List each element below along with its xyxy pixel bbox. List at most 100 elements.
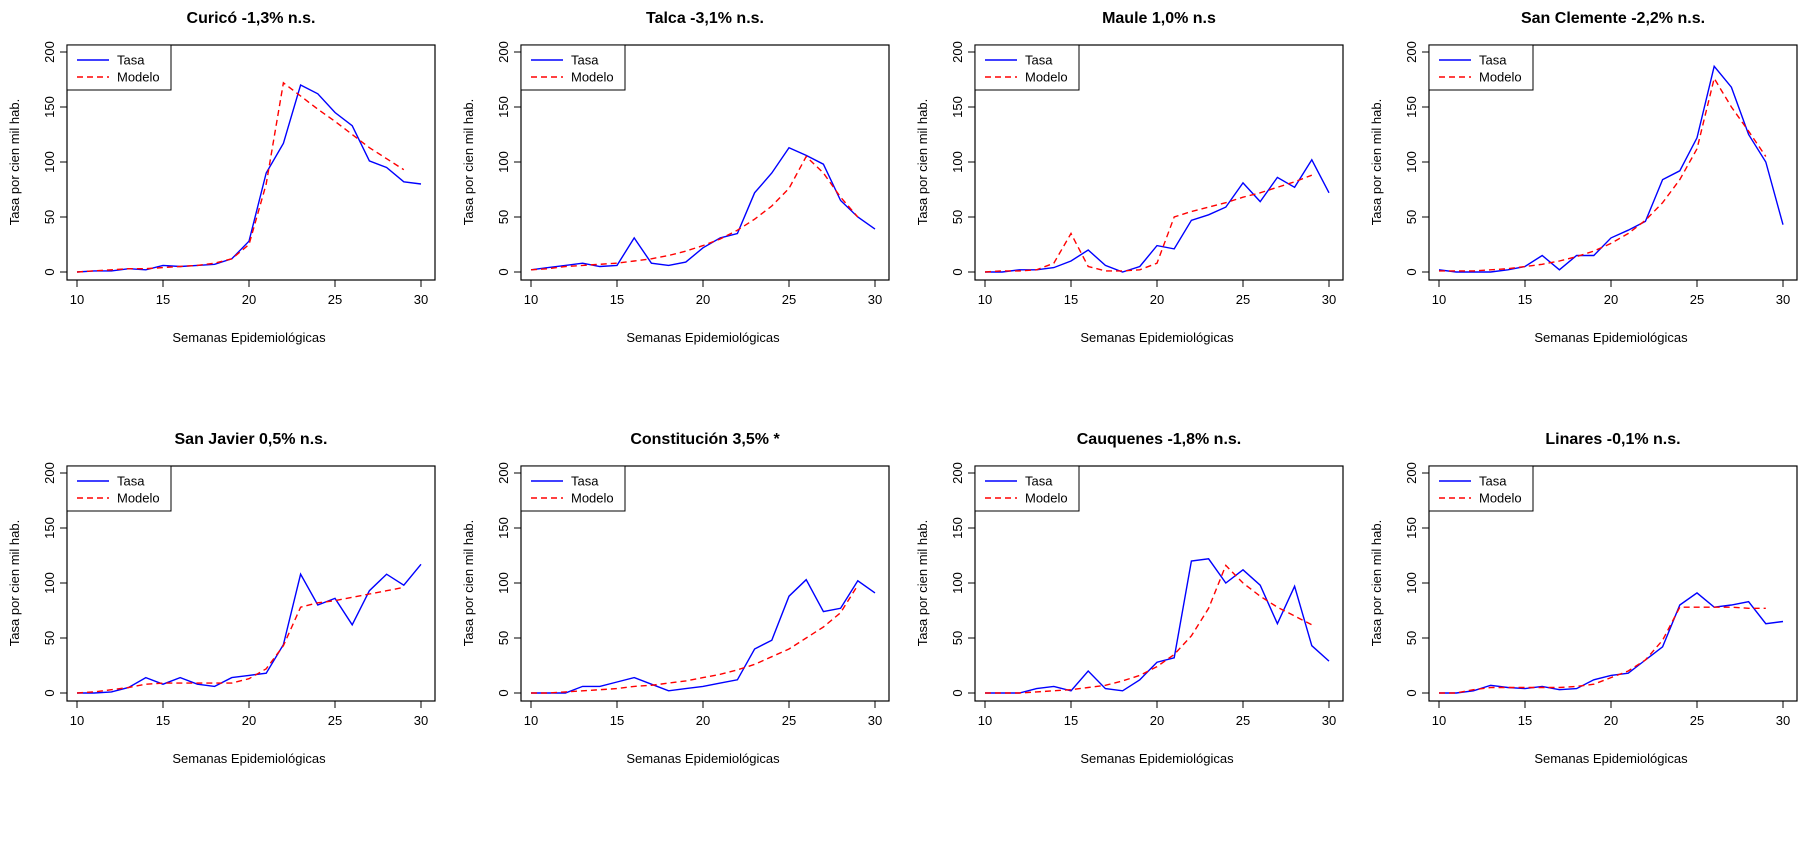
x-tick-label: 20 — [242, 713, 256, 728]
legend-label-tasa: Tasa — [1479, 53, 1507, 68]
x-tick-label: 25 — [782, 713, 796, 728]
legend-label-modelo: Modelo — [1025, 491, 1068, 506]
y-tick-label: 50 — [496, 631, 511, 645]
y-axis-label: Tasa por cien mil hab. — [915, 99, 930, 225]
chart-panel-1: Curicó -1,3% n.s. 10 15 20 25 30 0 50 100 150 200 S… — [7, 10, 436, 345]
series-line-modelo — [1439, 76, 1767, 272]
y-tick-label: 100 — [950, 572, 965, 594]
x-axis-label: Semanas Epidemiológicas — [172, 330, 326, 345]
y-tick-label: 100 — [496, 572, 511, 594]
series-line-tasa — [76, 83, 422, 273]
y-tick-label: 0 — [42, 268, 57, 275]
x-tick-label: 30 — [868, 713, 882, 728]
chart-title: Linares -0,1% n.s. — [1545, 431, 1680, 448]
legend-box — [974, 465, 1080, 512]
x-axis: 10 15 20 25 30 — [1432, 700, 1790, 728]
y-tick-label: 0 — [1404, 689, 1419, 696]
x-tick-label: 20 — [1604, 713, 1618, 728]
x-tick-label: 10 — [1432, 292, 1446, 307]
chart-title: Curicó -1,3% n.s. — [187, 10, 316, 27]
x-axis: 10 15 20 25 30 — [70, 700, 428, 728]
y-axis: 0 50 100 150 200 — [950, 462, 976, 697]
x-tick-label: 30 — [1322, 713, 1336, 728]
x-tick-label: 30 — [868, 292, 882, 307]
legend-label-tasa: Tasa — [117, 53, 145, 68]
x-axis: 10 15 20 25 30 — [978, 700, 1336, 728]
legend: Tasa Modelo — [520, 465, 626, 512]
series-line-tasa — [530, 146, 876, 271]
chart-panel-5: San Javier 0,5% n.s. 10 15 20 25 30 0 50 100 150 2… — [7, 431, 436, 766]
x-tick-label: 30 — [1322, 292, 1336, 307]
y-tick-label: 150 — [42, 517, 57, 539]
x-tick-label: 25 — [328, 713, 342, 728]
y-tick-label: 50 — [950, 631, 965, 645]
x-tick-label: 25 — [1236, 713, 1250, 728]
legend: Tasa Modelo — [66, 44, 172, 91]
x-tick-label: 25 — [328, 292, 342, 307]
legend-box — [974, 44, 1080, 91]
x-axis-label: Semanas Epidemiológicas — [1080, 330, 1234, 345]
y-tick-label: 0 — [1404, 268, 1419, 275]
legend-box — [520, 44, 626, 91]
chart-title: San Javier 0,5% n.s. — [175, 431, 328, 448]
legend: Tasa Modelo — [520, 44, 626, 91]
y-tick-label: 150 — [42, 96, 57, 118]
x-tick-label: 10 — [524, 713, 538, 728]
y-tick-label: 100 — [1404, 151, 1419, 173]
x-tick-label: 20 — [1150, 292, 1164, 307]
y-tick-label: 200 — [42, 462, 57, 484]
y-tick-label: 100 — [496, 151, 511, 173]
x-tick-label: 25 — [782, 292, 796, 307]
legend-box — [66, 465, 172, 512]
legend: Tasa Modelo — [1428, 44, 1534, 91]
legend-box — [1428, 465, 1534, 512]
x-tick-label: 20 — [242, 292, 256, 307]
x-tick-label: 15 — [610, 713, 624, 728]
y-tick-label: 150 — [1404, 96, 1419, 118]
x-tick-label: 10 — [1432, 713, 1446, 728]
legend-label-modelo: Modelo — [1025, 70, 1068, 85]
legend: Tasa Modelo — [974, 465, 1080, 512]
x-tick-label: 10 — [978, 713, 992, 728]
x-axis: 10 15 20 25 30 — [1432, 279, 1790, 307]
x-tick-label: 30 — [414, 292, 428, 307]
x-tick-label: 10 — [70, 292, 84, 307]
series-line-tasa — [1438, 64, 1784, 273]
y-tick-label: 50 — [42, 631, 57, 645]
legend-label-tasa: Tasa — [1025, 474, 1053, 489]
chart-panel-3: Maule 1,0% n.s 10 15 20 25 30 0 50 100 150 200 Sema… — [915, 10, 1344, 345]
x-tick-label: 20 — [696, 292, 710, 307]
series-line-tasa — [1439, 592, 1784, 694]
y-tick-label: 150 — [1404, 517, 1419, 539]
legend-box — [520, 465, 626, 512]
legend: Tasa Modelo — [974, 44, 1080, 91]
x-tick-label: 30 — [1776, 713, 1790, 728]
legend-label-modelo: Modelo — [117, 491, 160, 506]
x-tick-label: 20 — [696, 713, 710, 728]
y-axis-label: Tasa por cien mil hab. — [1369, 520, 1384, 646]
y-tick-label: 150 — [496, 517, 511, 539]
legend-label-modelo: Modelo — [1479, 491, 1522, 506]
legend: Tasa Modelo — [1428, 465, 1534, 512]
y-tick-label: 0 — [496, 689, 511, 696]
y-axis-label: Tasa por cien mil hab. — [461, 99, 476, 225]
y-tick-label: 100 — [950, 151, 965, 173]
x-axis-label: Semanas Epidemiológicas — [1534, 330, 1688, 345]
x-tick-label: 30 — [1776, 292, 1790, 307]
y-tick-label: 200 — [950, 462, 965, 484]
legend-label-modelo: Modelo — [1479, 70, 1522, 85]
y-tick-label: 200 — [950, 41, 965, 63]
series-line-modelo — [984, 174, 1313, 273]
x-axis: 10 15 20 25 30 — [524, 700, 882, 728]
y-tick-label: 50 — [950, 210, 965, 224]
y-axis: 0 50 100 150 200 — [950, 41, 976, 276]
y-tick-label: 200 — [42, 41, 57, 63]
series-line-modelo — [530, 155, 859, 271]
series-line-tasa — [985, 158, 1330, 273]
y-tick-label: 100 — [1404, 572, 1419, 594]
x-tick-label: 15 — [610, 292, 624, 307]
x-axis: 10 15 20 25 30 — [524, 279, 882, 307]
y-tick-label: 50 — [496, 210, 511, 224]
x-tick-label: 20 — [1604, 292, 1618, 307]
chart-title: Constitución 3,5% * — [630, 431, 780, 448]
